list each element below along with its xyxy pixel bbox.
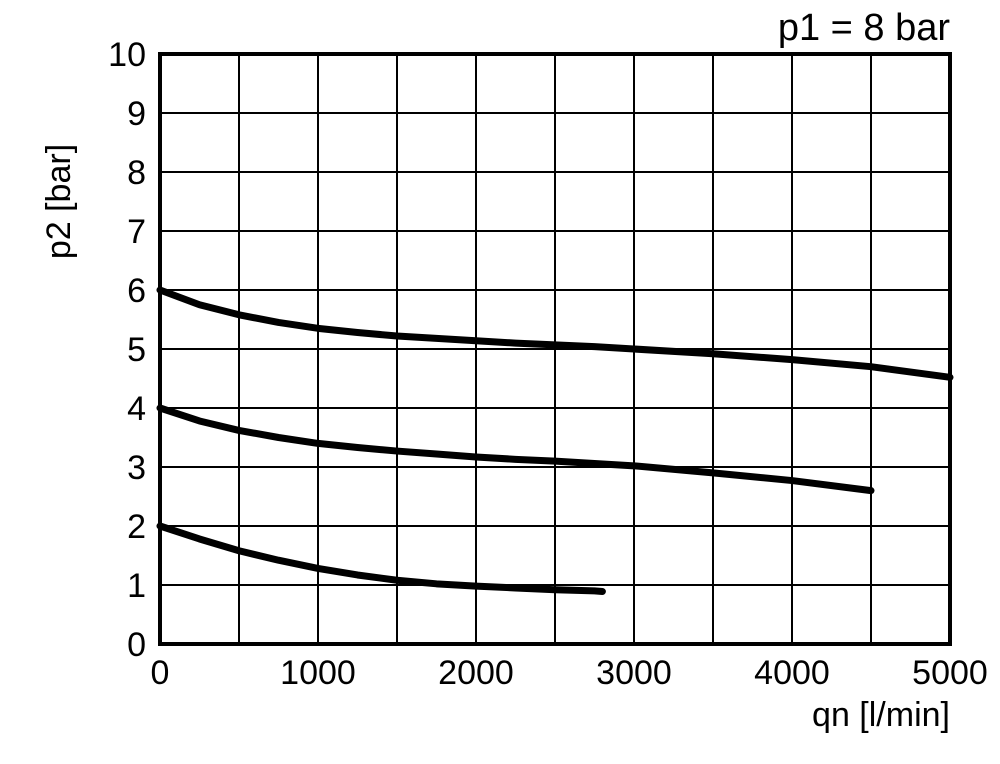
y-tick-label: 8 (127, 154, 146, 192)
x-tick-label: 3000 (596, 654, 672, 692)
y-tick-label: 10 (108, 36, 146, 74)
y-tick-label: 4 (127, 390, 146, 428)
y-tick-label: 6 (127, 272, 146, 310)
y-tick-label: 2 (127, 508, 146, 546)
pressure-flow-chart: 0 1000 2000 3000 4000 5000 qn [l/min] 0 1 2 3 4 5 6 7 8… (0, 0, 1000, 764)
x-tick-label: 1000 (280, 654, 356, 692)
chart-container: 0 1000 2000 3000 4000 5000 qn [l/min] 0 1 2 3 4 5 6 7 8… (0, 0, 1000, 764)
y-tick-label: 3 (127, 449, 146, 487)
x-tick-label: 4000 (754, 654, 830, 692)
y-tick-label: 5 (127, 331, 146, 369)
y-tick-label: 1 (127, 567, 146, 605)
x-tick-label: 0 (151, 654, 170, 692)
y-tick-label: 0 (127, 626, 146, 664)
y-tick-label: 7 (127, 213, 146, 251)
y-axis-label: p2 [bar] (40, 144, 78, 259)
y-tick-label: 9 (127, 95, 146, 133)
x-axis-label: qn [l/min] (812, 696, 950, 734)
chart-background (0, 0, 1000, 764)
x-tick-label: 2000 (438, 654, 514, 692)
annotation-p1: p1 = 8 bar (778, 7, 951, 49)
x-tick-label: 5000 (912, 654, 988, 692)
